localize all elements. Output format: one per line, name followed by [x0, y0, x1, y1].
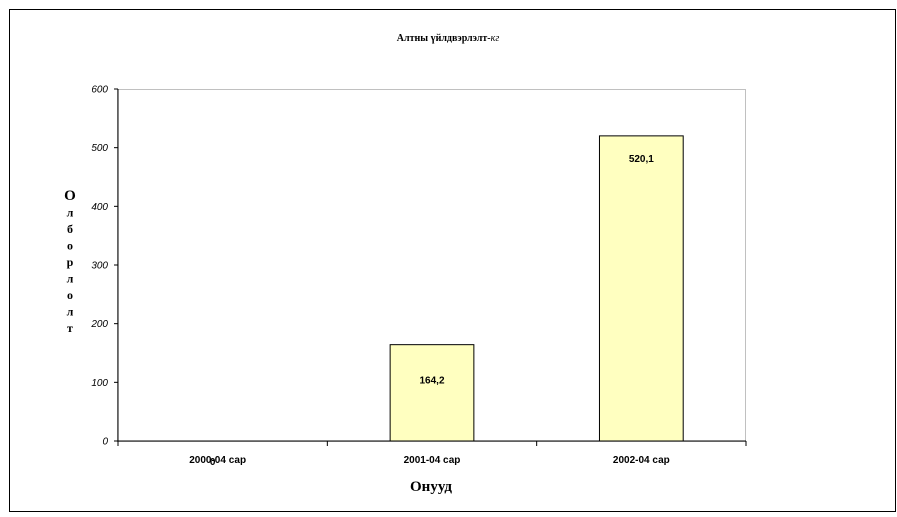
- bar: [389, 344, 475, 442]
- bars: [389, 135, 684, 442]
- chart-title-unit: кг: [491, 33, 500, 44]
- y-tick-label: 600: [91, 85, 108, 96]
- y-tick-label: 0: [102, 437, 108, 448]
- y-axis-label-char: о: [67, 239, 73, 253]
- y-axis-label-char: б: [67, 222, 73, 236]
- x-tick-label: 2001-04 сар: [404, 455, 461, 466]
- x-tick-label: 2000-04 сар: [189, 455, 246, 466]
- data-label: 164,2: [419, 376, 444, 387]
- y-tick-label: 300: [91, 261, 108, 272]
- y-axis-label-char: О: [64, 188, 76, 204]
- bar: [598, 135, 684, 442]
- y-axis-label-char: о: [67, 288, 73, 302]
- y-tick-label: 200: [90, 319, 108, 330]
- x-tick-label: 2002-04 сар: [613, 455, 670, 466]
- y-tick-label: 400: [91, 202, 108, 213]
- y-tick-label: 100: [91, 378, 108, 389]
- y-tick-label: 500: [91, 143, 108, 154]
- y-axis-label-char: л: [67, 206, 74, 220]
- y-axis-label-char: р: [67, 255, 74, 269]
- chart-title: Алтны үйлдвэрлэлт-кг: [397, 33, 500, 44]
- data-label: 520,1: [629, 154, 654, 165]
- y-axis-label-char: л: [67, 305, 74, 319]
- y-axis-label-char: л: [67, 272, 74, 286]
- x-axis-label: Онууд: [410, 479, 452, 495]
- data-label: 0: [210, 457, 216, 468]
- y-axis-label-char: т: [67, 321, 73, 335]
